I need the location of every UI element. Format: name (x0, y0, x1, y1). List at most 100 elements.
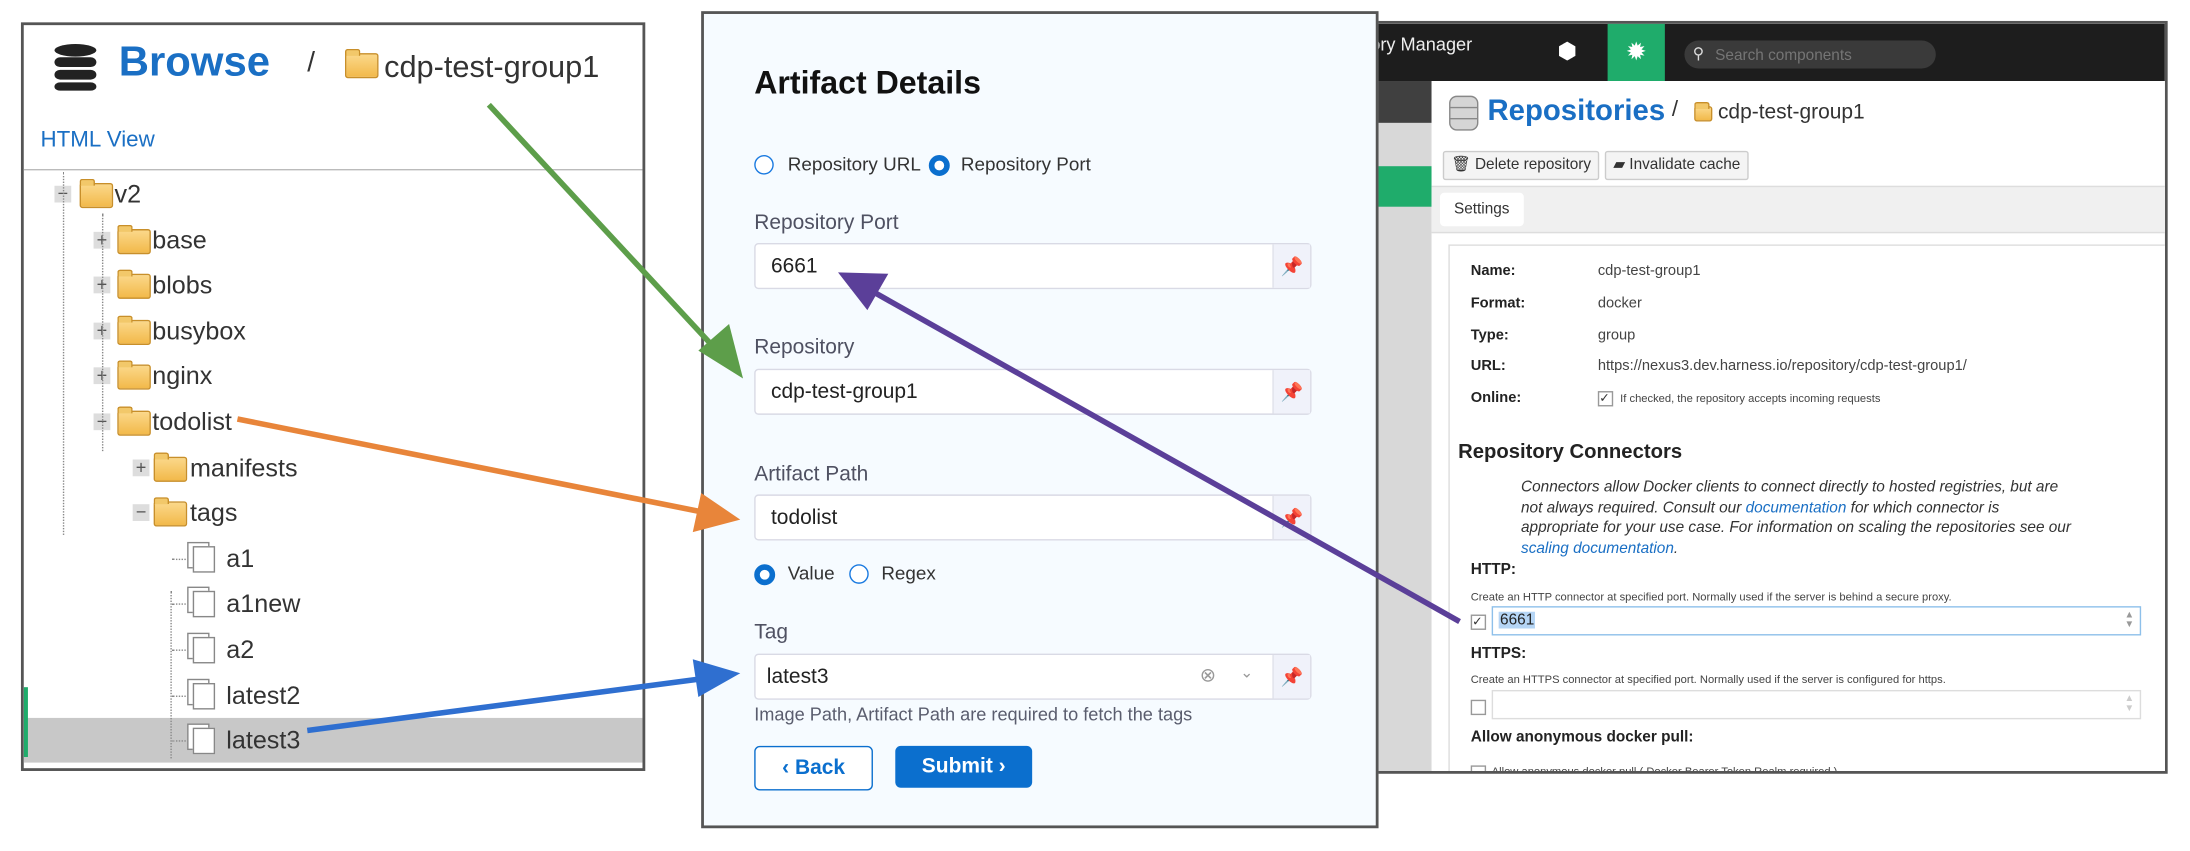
tab-settings[interactable]: Settings (1439, 192, 1524, 227)
divider (23, 169, 643, 171)
html-view-link[interactable]: HTML View (40, 128, 155, 153)
detail-value: group (1597, 326, 1636, 344)
tree-connector (171, 558, 186, 560)
tree-item-tag[interactable]: latest2 (24, 673, 643, 718)
spinner-icon[interactable]: ▲ ▼ (2124, 694, 2135, 714)
radio-regex[interactable] (849, 564, 869, 584)
invalidate-cache-button[interactable]: ▰ Invalidate cache (1604, 150, 1749, 181)
tree-item-label: nginx (152, 362, 213, 391)
back-button[interactable]: ‹ Back (754, 745, 873, 791)
artifact-path-label: Artifact Path (754, 462, 869, 487)
tab-bar: Settings (1431, 185, 2165, 234)
chevron-right-icon: › (992, 754, 1006, 778)
dialog-title: Artifact Details (754, 64, 981, 101)
tree-item-label: blobs (152, 271, 213, 300)
eraser-icon: ▰ (1613, 156, 1626, 174)
tree-item-label: a1 (226, 544, 255, 573)
tree-item-tag[interactable]: a1 (24, 536, 643, 581)
browse-title: Browse (118, 39, 271, 86)
tree-item-folder[interactable]: − tags (24, 491, 643, 536)
settings-form: Name: cdp-test-group1 Format: docker Type: gr… (1448, 244, 2165, 774)
repository-tree: − v2 + base + blobs + busybox + nginx − todolist + ma… (23, 171, 643, 768)
collapse-icon[interactable]: − (132, 503, 150, 522)
chevron-left-icon: ‹ (782, 755, 795, 780)
https-checkbox[interactable] (1470, 699, 1487, 716)
documentation-link[interactable]: documentation (1745, 499, 1847, 517)
tree-item-folder[interactable]: + manifests (24, 445, 643, 490)
connectors-heading: Repository Connectors (1458, 441, 1683, 464)
file-icon (192, 636, 216, 664)
pin-icon[interactable]: 📌 (1272, 244, 1311, 288)
tree-item-folder[interactable]: − v2 (24, 172, 643, 217)
radio-label: Regex (881, 562, 936, 584)
tree-item-folder[interactable]: + blobs (24, 263, 643, 308)
artifact-details-dialog: Artifact Details Repository URL Reposito… (701, 11, 1379, 829)
scaling-documentation-link[interactable]: scaling documentation (1521, 539, 1674, 557)
https-port-input[interactable]: ▲ ▼ (1491, 689, 2142, 720)
database-icon (1449, 95, 1479, 131)
detail-key: Online: (1470, 389, 1522, 407)
tree-item-tag[interactable]: a2 (24, 627, 643, 672)
tree-item-label: a1new (226, 589, 301, 618)
tree-item-folder[interactable]: + nginx (24, 354, 643, 399)
detail-key: Type: (1470, 326, 1509, 344)
tree-connector (171, 694, 186, 697)
radio-label: Repository Port (960, 153, 1091, 175)
radio-value[interactable] (754, 564, 776, 586)
https-label: HTTPS: (1470, 645, 1527, 663)
tree-connector (171, 740, 186, 742)
pin-icon[interactable]: 📌 (1272, 370, 1311, 414)
invalidate-label: Invalidate cache (1629, 156, 1741, 174)
breadcrumb-repo[interactable]: cdp-test-group1 (384, 48, 600, 84)
detail-key: Name: (1470, 262, 1516, 280)
trash-icon: 🗑 (1451, 156, 1471, 174)
delete-label: Delete repository (1474, 156, 1592, 174)
folder-icon (117, 406, 151, 436)
tree-item-label: v2 (114, 180, 142, 209)
radio-repository-port[interactable] (928, 155, 950, 176)
tree-item-tag[interactable]: a1new (24, 582, 643, 627)
detail-value: https://nexus3.dev.harness.io/repository… (1597, 357, 1967, 375)
radio-repository-url[interactable] (754, 155, 774, 175)
text: Connectors allow Docker clients to conne… (1521, 479, 2059, 517)
browse-cube-icon[interactable]: ⬢ (1557, 40, 1577, 65)
anon-pull-checkbox[interactable] (1470, 765, 1487, 771)
http-port-input[interactable]: 6661 ▲ ▼ (1491, 606, 2142, 636)
expand-icon[interactable]: + (132, 458, 150, 476)
tree-item-label: todolist (152, 407, 232, 436)
search-box[interactable]: ⚲ (1684, 40, 1936, 69)
database-icon (54, 43, 97, 91)
tree-item-folder[interactable]: + base (24, 217, 643, 262)
tree-item-folder[interactable]: − todolist (24, 399, 643, 444)
repository-input[interactable]: cdp-test-group1 📌 (754, 368, 1312, 415)
repository-port-input[interactable]: 6661 📌 (754, 243, 1312, 290)
tree-item-label: tags (189, 498, 238, 527)
anon-pull-description: Allow anonymous docker pull ( Docker Bea… (1491, 765, 1838, 774)
tree-item-label: manifests (189, 453, 298, 482)
tag-select[interactable]: latest3 ⊗ ⌄ 📌 (754, 653, 1312, 700)
delete-repository-button[interactable]: 🗑 Delete repository (1442, 150, 1600, 181)
folder-icon (117, 224, 151, 254)
tree-item-folder[interactable]: + busybox (24, 308, 643, 353)
admin-gear-icon[interactable]: ✹ (1607, 23, 1665, 82)
online-checkbox[interactable]: ✓ (1597, 391, 1614, 407)
main-content: Repositories / cdp-test-group1 🗑 Delete … (1431, 81, 2165, 774)
pin-icon[interactable]: 📌 (1272, 495, 1311, 540)
detail-key: URL: (1470, 357, 1506, 375)
detail-value: cdp-test-group1 (1597, 262, 1701, 280)
clear-icon[interactable]: ⊗ (1199, 663, 1217, 686)
tree-item-tag[interactable]: latest3 (23, 718, 643, 763)
repo-folder-icon (1694, 101, 1713, 122)
search-input[interactable] (1712, 43, 1928, 69)
submit-button[interactable]: Submit › (895, 745, 1033, 788)
detail-key: Format: (1470, 294, 1526, 312)
artifact-path-input[interactable]: todolist 📌 (754, 494, 1312, 541)
https-description: Create an HTTPS connector at specified p… (1470, 673, 1946, 686)
http-checkbox[interactable]: ✓ (1470, 614, 1487, 630)
pin-icon[interactable]: 📌 (1272, 655, 1311, 699)
spinner-icon[interactable]: ▲ ▼ (2124, 610, 2135, 630)
selection-indicator (23, 687, 28, 758)
submit-label: Submit (921, 754, 993, 778)
chevron-down-icon[interactable]: ⌄ (1240, 664, 1254, 682)
